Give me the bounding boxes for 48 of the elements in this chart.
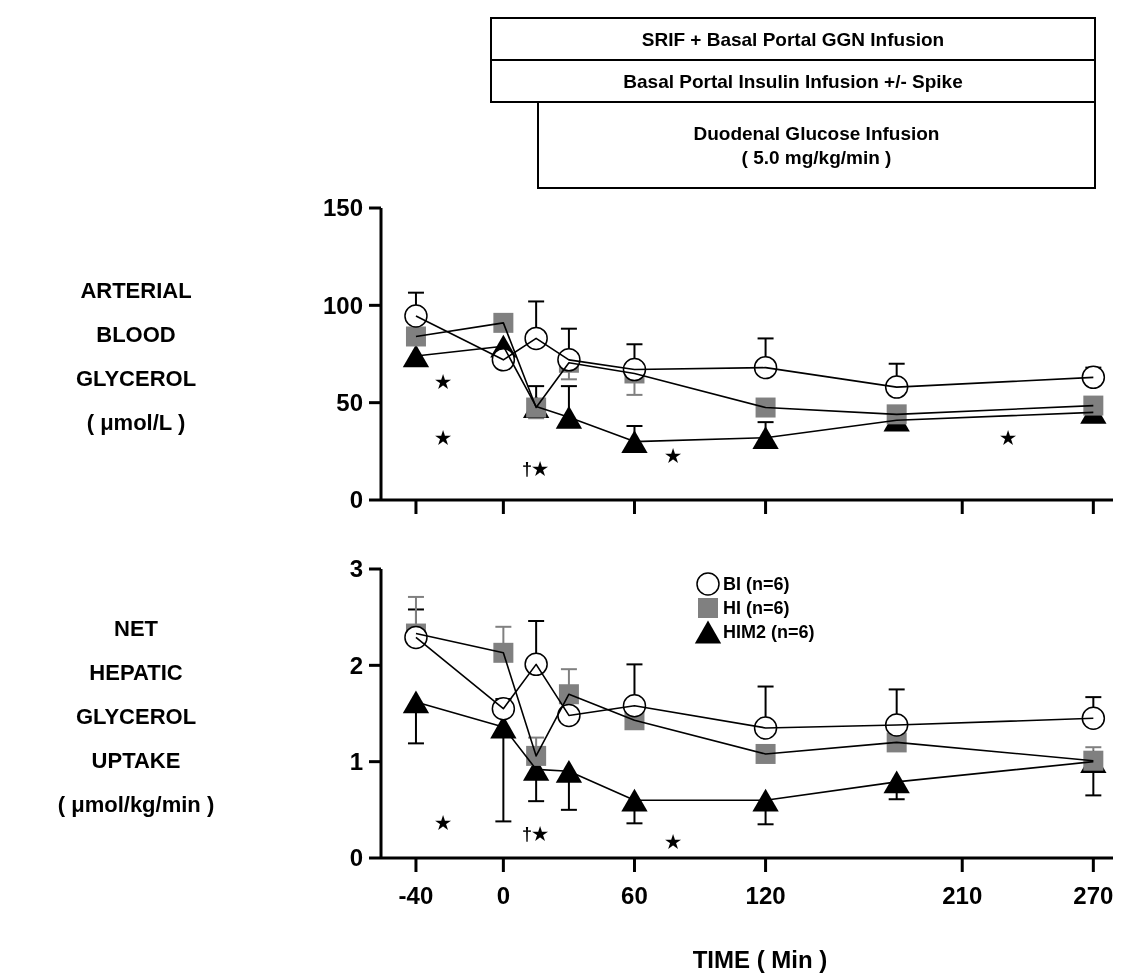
- x-tick-label: 60: [621, 882, 648, 909]
- point: [404, 625, 428, 650]
- y-tick-label: 50: [336, 389, 363, 417]
- y-tick-label: 3: [349, 555, 363, 583]
- point: [555, 405, 583, 429]
- y-tick-label: 0: [349, 844, 363, 872]
- y-tick-label: 100: [322, 291, 363, 319]
- point: [1083, 395, 1104, 416]
- x-tick-label: 120: [745, 882, 786, 909]
- x-tick-label: -40: [398, 882, 434, 909]
- point: [402, 690, 430, 714]
- point: [402, 344, 430, 368]
- point: [621, 788, 648, 812]
- x-tick-label: 0: [496, 882, 511, 909]
- text: Basal Portal Insulin Infusion +/- Spike: [623, 71, 963, 92]
- point: [405, 326, 426, 347]
- y-axis-title: NET HEPATIC GLYCEROL UPTAKE ( μmol/kg/min ): [57, 615, 215, 817]
- annotation: ★: [1000, 428, 1017, 449]
- point: [755, 397, 776, 418]
- y-tick-label: 150: [322, 194, 363, 222]
- legend-label: HI (n=6): [723, 598, 790, 619]
- point: [755, 743, 776, 764]
- point: [493, 312, 514, 333]
- y-tick-label: 1: [349, 748, 363, 776]
- annotation: ★: [665, 832, 682, 853]
- x-axis-title: TIME ( Min ): [692, 946, 828, 973]
- text: Duodenal Glucose Infusion ( 5.0 mg/kg/min ): [693, 123, 940, 168]
- y-tick-label: 2: [349, 651, 363, 679]
- legend-label: BI (n=6): [723, 574, 790, 595]
- annotation: ★: [435, 372, 452, 393]
- annotation: ★: [435, 428, 452, 449]
- point: [752, 788, 779, 812]
- legend-label: HIM2 (n=6): [723, 622, 815, 643]
- text: SRIF + Basal Portal GGN Infusion: [641, 29, 945, 50]
- point: [752, 426, 779, 450]
- point: [555, 759, 583, 783]
- point: [621, 430, 648, 453]
- annotation: †★: [521, 824, 549, 845]
- annotation: †★: [521, 459, 549, 480]
- annotation: ★: [665, 446, 682, 467]
- x-tick-label: 210: [942, 882, 983, 909]
- annotation: ★: [435, 813, 452, 834]
- y-tick-label: 0: [349, 486, 363, 514]
- point: [493, 642, 514, 663]
- x-tick-label: 270: [1073, 882, 1114, 909]
- y-axis-title: ARTERIAL BLOOD GLYCEROL ( μmol/L ): [75, 278, 197, 435]
- point: [883, 770, 910, 794]
- point: [622, 694, 647, 718]
